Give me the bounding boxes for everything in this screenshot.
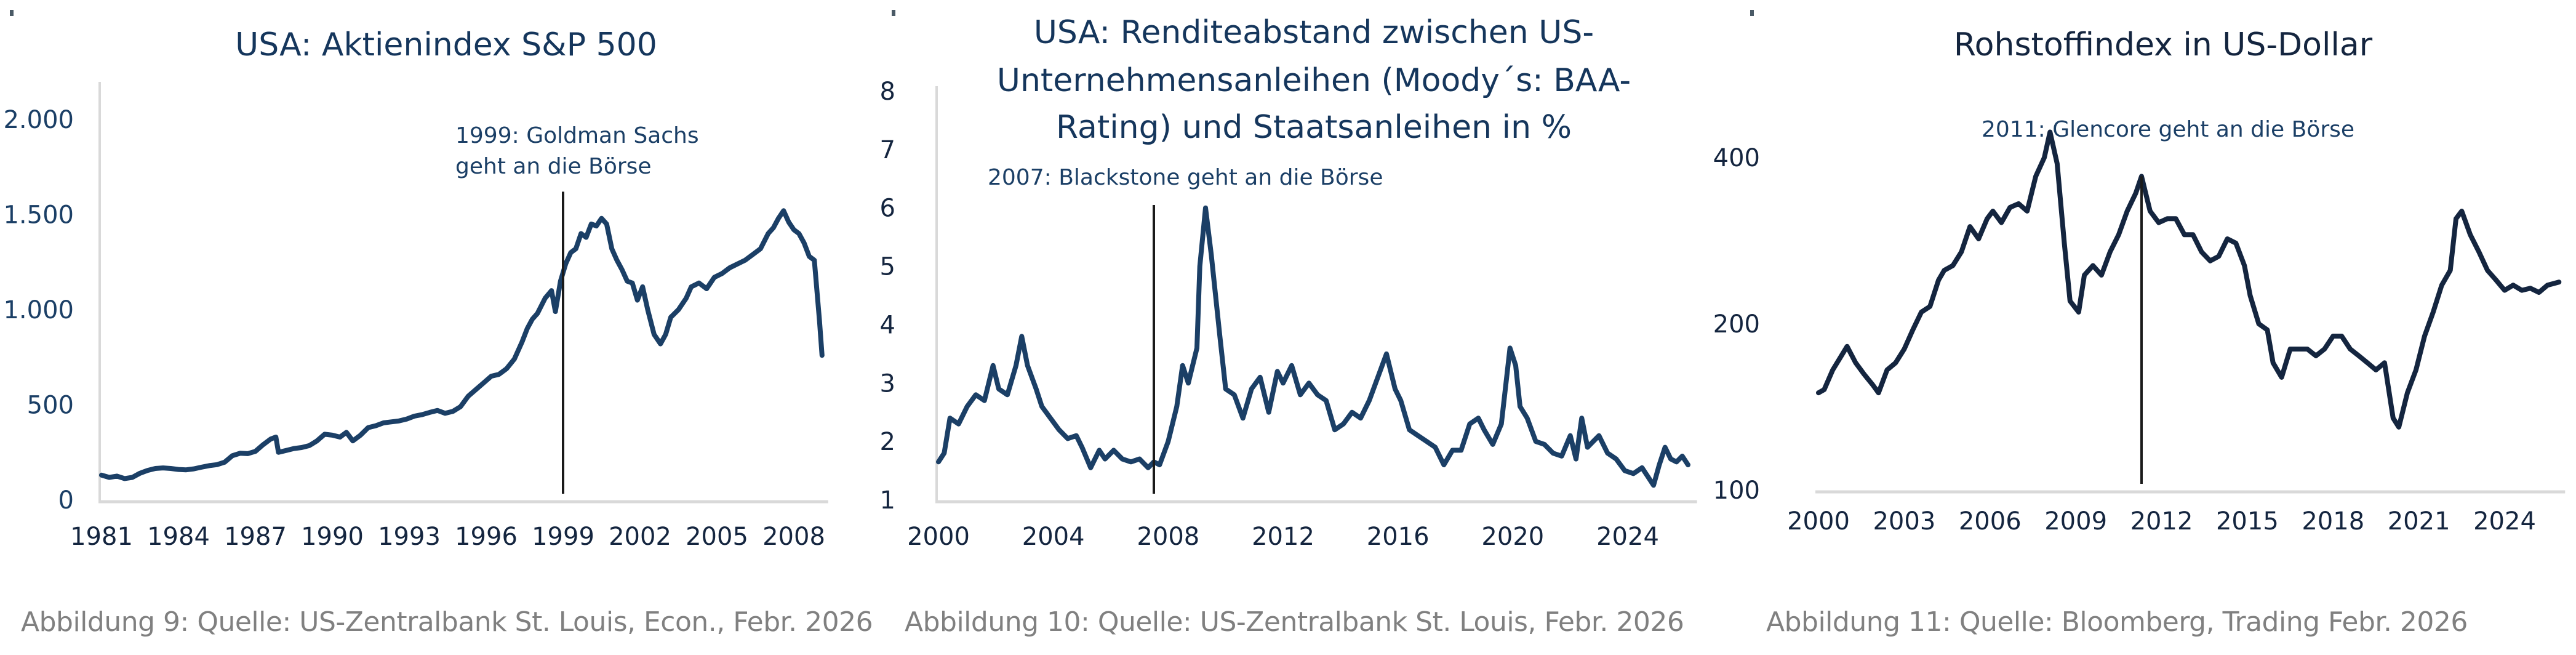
x-tick-label: 2020 [1481,523,1544,551]
x-tick-label: 2008 [1137,523,1199,551]
x-tick-label: 2003 [1873,507,1935,536]
x-tick-label: 2005 [686,523,748,551]
x-tick-label: 1996 [455,523,518,551]
series-line [936,205,1690,488]
x-tick-label: 1981 [70,523,133,551]
y-tick-label: 200 [1713,310,1760,339]
chart-spread: 1 2 3 4 5 6 7 8 2000 2004 2008 2012 2016 2020 2024 2007… [880,78,1697,551]
x-tick-label: 1984 [147,523,210,551]
x-tick-label: 2004 [1022,523,1085,551]
x-tick-label: 2012 [2130,507,2193,536]
x-tick-label: 1987 [224,523,287,551]
chart-title: Rohstoffindex in US-Dollar [1953,26,2373,63]
chart-title-line-3: Rating) und Staatsanleihen in % [1055,109,1572,146]
chart-title: USA: Aktienindex S&P 500 [235,26,657,63]
x-tick-label: 2000 [1787,507,1850,536]
x-tick-label: 2009 [2044,507,2107,536]
marker-dot [1750,10,1754,16]
panel-spread: USA: Renditeabstand zwischen US- Unterne… [858,0,1717,655]
marker-dot [10,10,14,16]
x-tick-label: 2006 [1959,507,2022,536]
y-tick-label: 8 [880,78,895,106]
x-tick-label: 2002 [609,523,671,551]
y-tick-label: 4 [880,311,895,339]
x-tick-label: 2024 [1596,523,1659,551]
marker-dot [892,10,895,16]
x-tick-label: 1993 [378,523,441,551]
y-tick-label: 1 [880,486,895,515]
event-annotation-text: 2011: Glencore geht an die Börse [1982,117,2354,142]
y-tick-label: 1.500 [3,201,74,230]
chart-title-line-1: USA: Renditeabstand zwischen US- [1033,14,1594,51]
y-tick-label: 3 [880,369,895,398]
x-tick-label: 2012 [1252,523,1314,551]
x-tick-label: 2016 [1367,523,1430,551]
caption: Abbildung 9: Quelle: US-Zentralbank St. … [21,606,873,638]
x-tick-label: 1990 [301,523,364,551]
x-tick-label: 2024 [2473,507,2536,536]
y-tick-label: 7 [880,136,895,164]
y-tick-label: 2.000 [3,106,74,134]
y-tick-label: 5 [880,253,895,281]
x-tick-label: 2021 [2388,507,2450,536]
chart-sp500: 0 500 1.000 1.500 2.000 1981 1984 1987 1990 1993 1… [3,82,828,551]
series-line [1816,129,2562,430]
x-tick-label: 2018 [2302,507,2364,536]
event-annotation-text: 1999: Goldman Sachs [455,123,699,148]
chart-commodity: 100 200 400 2000 2003 2006 2009 2012 2015 2018 202… [1713,117,2566,536]
y-tick-label: 100 [1713,476,1760,505]
chart-title-line-2: Unternehmensanleihen (Moody´s: BAA- [996,62,1631,99]
y-tick-label: 0 [58,486,74,515]
caption: Abbildung 10: Quelle: US-Zentralbank St.… [905,606,1684,638]
event-annotation-text: 2007: Blackstone geht an die Börse [988,165,1383,190]
y-tick-label: 1.000 [3,296,74,324]
event-annotation-text: geht an die Börse [455,154,652,179]
y-tick-label: 500 [27,392,74,420]
x-tick-label: 2000 [907,523,970,551]
x-tick-label: 2015 [2216,507,2279,536]
panel-commodity: Rohstoffindex in US-Dollar 100 200 400 2000… [1713,0,2576,655]
x-tick-label: 1999 [532,523,594,551]
x-tick-label: 2008 [762,523,825,551]
y-tick-label: 6 [880,195,895,223]
y-tick-label: 2 [880,428,895,456]
caption: Abbildung 11: Quelle: Bloomberg, Trading… [1766,606,2468,638]
y-tick-label: 400 [1713,144,1760,172]
panel-sp500: USA: Aktienindex S&P 500 0 500 1.000 1.500 2… [0,0,873,655]
series-line [99,208,825,481]
